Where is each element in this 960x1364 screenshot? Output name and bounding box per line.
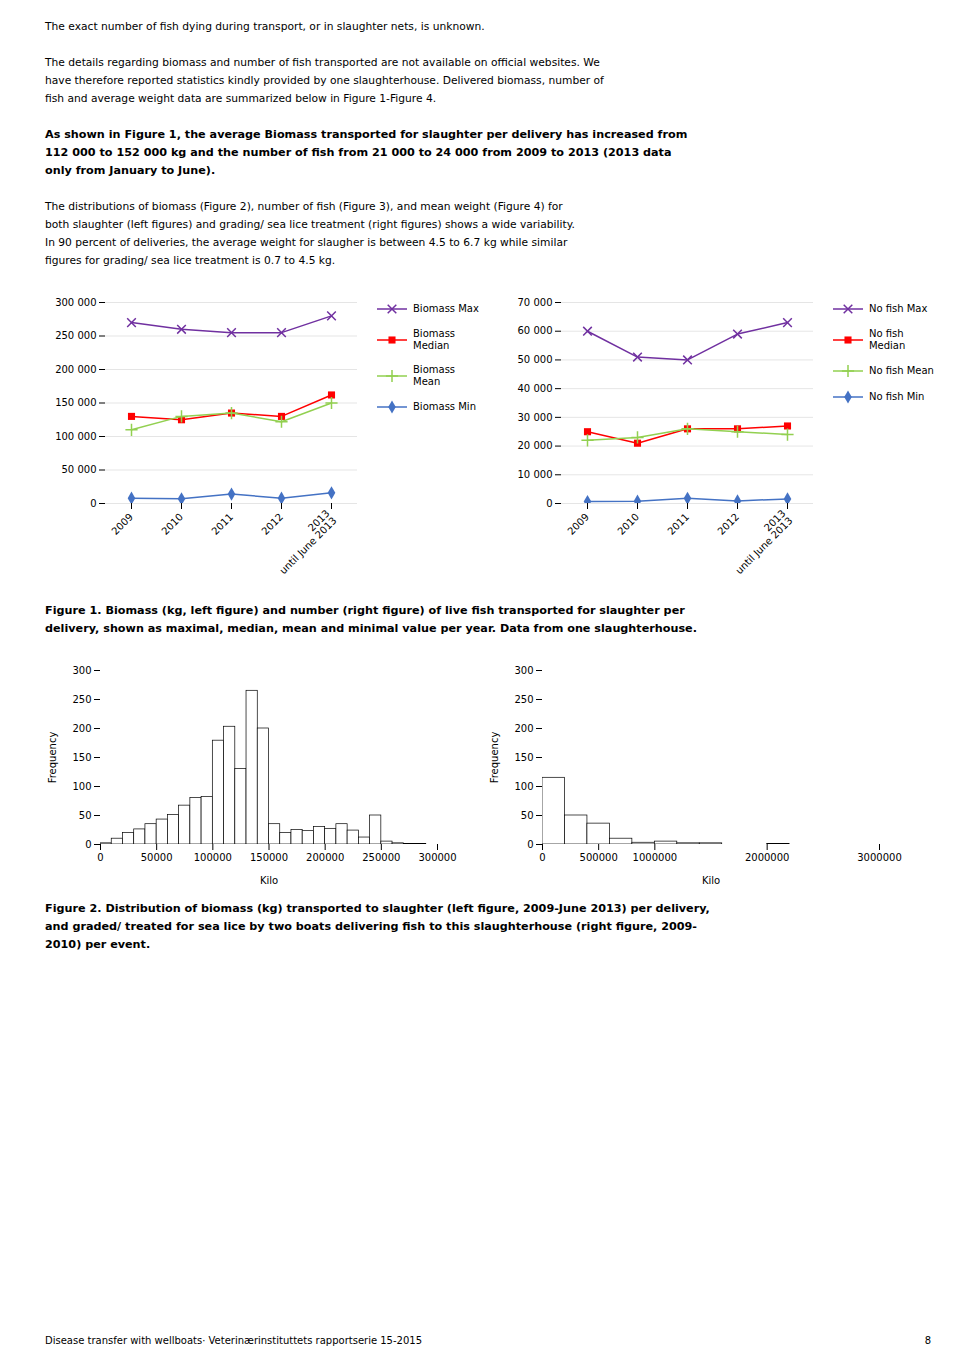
svg-text:40 000: 40 000 bbox=[517, 383, 552, 394]
html-text:Figure 1. Biomass (kg, left fi: Figure 1. Biomass (kg, left figure) and … bbox=[45, 604, 685, 617]
html-text:Figure 2. Distribution of biom: Figure 2. Distribution of biomass (kg) t… bbox=[45, 902, 710, 915]
svg-text:200000: 200000 bbox=[306, 852, 344, 863]
svg-text:0: 0 bbox=[97, 852, 103, 863]
html-text:No fish Mean: No fish Mean bbox=[868, 365, 934, 376]
svg-text:50 000: 50 000 bbox=[62, 464, 97, 475]
svg-text:100: 100 bbox=[514, 781, 533, 792]
html-text:only from January to June).: only from January to June). bbox=[45, 164, 216, 177]
html-text:Biomass Mean: Biomass Mean bbox=[413, 364, 455, 387]
svg-text:300000: 300000 bbox=[418, 852, 456, 863]
html-text:and graded/ treated for sea li: and graded/ treated for sea lice by two … bbox=[45, 920, 697, 933]
svg-text:2012: 2012 bbox=[259, 511, 285, 537]
svg-text:150 000: 150 000 bbox=[55, 397, 96, 408]
svg-text:2013until June 2013: 2013until June 2013 bbox=[270, 508, 338, 576]
svg-text:20 000: 20 000 bbox=[517, 440, 552, 451]
html-text:The exact number of fish dying: The exact number of fish dying during tr… bbox=[45, 20, 485, 33]
svg-text:2009: 2009 bbox=[565, 511, 591, 537]
svg-text:10 000: 10 000 bbox=[517, 469, 552, 480]
svg-text:250000: 250000 bbox=[362, 852, 400, 863]
svg-text:200: 200 bbox=[514, 723, 533, 734]
svg-text:0: 0 bbox=[539, 852, 545, 863]
html-text:As shown in Figure 1, the aver: As shown in Figure 1, the average Biomas… bbox=[45, 128, 688, 141]
svg-text:0: 0 bbox=[546, 498, 552, 509]
svg-text:Kilo: Kilo bbox=[702, 875, 720, 886]
html-text:2010) per event.: 2010) per event. bbox=[45, 938, 151, 951]
svg-text:0: 0 bbox=[90, 498, 96, 509]
svg-text:150: 150 bbox=[72, 752, 91, 763]
svg-text:0: 0 bbox=[527, 839, 533, 850]
svg-text:150000: 150000 bbox=[250, 852, 288, 863]
svg-text:100000: 100000 bbox=[194, 852, 232, 863]
svg-text:250: 250 bbox=[72, 694, 91, 705]
svg-text:50: 50 bbox=[79, 810, 92, 821]
svg-text:2010: 2010 bbox=[159, 511, 185, 537]
svg-text:50000: 50000 bbox=[141, 852, 173, 863]
svg-text:Frequency: Frequency bbox=[47, 732, 58, 784]
svg-text:50 000: 50 000 bbox=[517, 354, 552, 365]
svg-text:2011: 2011 bbox=[665, 511, 691, 537]
html-text:fish and average weight data a: fish and average weight data are summari… bbox=[45, 92, 437, 105]
html-text:have therefore reported statis: have therefore reported statistics kindl… bbox=[45, 74, 604, 87]
svg-text:2013until June 2013: 2013until June 2013 bbox=[726, 508, 794, 576]
svg-text:2000000: 2000000 bbox=[745, 852, 790, 863]
svg-text:150: 150 bbox=[514, 752, 533, 763]
svg-text:3000000: 3000000 bbox=[857, 852, 902, 863]
html-text:8: 8 bbox=[924, 1335, 931, 1346]
svg-text:Kilo: Kilo bbox=[260, 875, 278, 886]
svg-text:300: 300 bbox=[72, 665, 91, 676]
svg-text:50: 50 bbox=[521, 810, 534, 821]
svg-text:300: 300 bbox=[514, 665, 533, 676]
svg-text:30 000: 30 000 bbox=[517, 412, 552, 423]
svg-text:250: 250 bbox=[514, 694, 533, 705]
svg-text:2009: 2009 bbox=[109, 511, 135, 537]
html-text:The details regarding biomass: The details regarding biomass and number… bbox=[45, 56, 600, 69]
svg-text:Frequency: Frequency bbox=[489, 732, 500, 784]
svg-text:100 000: 100 000 bbox=[55, 431, 96, 442]
html-text:both slaughter (left figures): both slaughter (left figures) and gradin… bbox=[45, 218, 575, 231]
html-text:Biomass Min: Biomass Min bbox=[413, 401, 476, 412]
svg-text:200 000: 200 000 bbox=[55, 364, 96, 375]
html-text:delivery, shown as maximal, me: delivery, shown as maximal, median, mean… bbox=[45, 622, 697, 635]
html-text:figures for grading/ sea lice: figures for grading/ sea lice treatment … bbox=[45, 254, 336, 267]
html-text:In 90 percent of deliveries, t: In 90 percent of deliveries, the average… bbox=[45, 236, 568, 249]
svg-text:300 000: 300 000 bbox=[55, 297, 96, 308]
html-text:No fish Median: No fish Median bbox=[868, 328, 906, 351]
svg-text:0: 0 bbox=[85, 839, 91, 850]
svg-text:1000000: 1000000 bbox=[633, 852, 678, 863]
html-text:Disease transfer with wellboat: Disease transfer with wellboats· Veterin… bbox=[45, 1335, 422, 1346]
html-text:Biomass Median: Biomass Median bbox=[413, 328, 455, 351]
svg-text:500000: 500000 bbox=[580, 852, 618, 863]
html-text:The distributions of biomass (: The distributions of biomass (Figure 2),… bbox=[45, 200, 563, 213]
svg-text:250 000: 250 000 bbox=[55, 330, 96, 341]
svg-text:70 000: 70 000 bbox=[517, 297, 552, 308]
svg-text:60 000: 60 000 bbox=[517, 325, 552, 336]
svg-text:2012: 2012 bbox=[715, 511, 741, 537]
html-text:No fish Min: No fish Min bbox=[868, 391, 925, 402]
html-text:No fish Max: No fish Max bbox=[868, 303, 928, 314]
svg-text:100: 100 bbox=[72, 781, 91, 792]
svg-text:200: 200 bbox=[72, 723, 91, 734]
svg-text:2010: 2010 bbox=[615, 511, 641, 537]
html-text:112 000 to 152 000 kg and the: 112 000 to 152 000 kg and the number of … bbox=[45, 146, 672, 159]
svg-text:2011: 2011 bbox=[209, 511, 235, 537]
html-text:Biomass Max: Biomass Max bbox=[413, 303, 479, 314]
